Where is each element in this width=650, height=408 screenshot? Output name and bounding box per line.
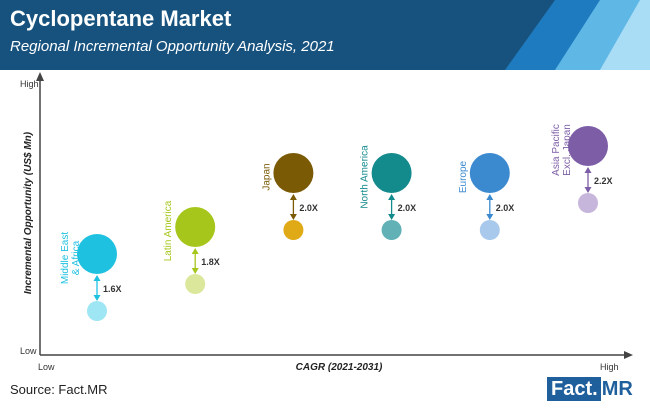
multiplier-label: 1.6X [103, 284, 122, 294]
bubble-europe-base [479, 220, 500, 240]
page-subtitle: Regional Incremental Opportunity Analysi… [10, 38, 335, 55]
growth-arrow-head-up [486, 194, 494, 200]
bubble-japan-base [283, 220, 304, 240]
y-axis-arrow [36, 72, 44, 81]
region-label: North America [360, 145, 371, 209]
region-label: Latin America [163, 200, 174, 261]
bubble-latin-america [175, 207, 216, 247]
growth-arrow-head-down [289, 214, 297, 220]
page-title: Cyclopentane Market [10, 6, 232, 31]
y-axis-label: Incremental Opportunity (US$ Mn) [23, 131, 34, 294]
logo-suffix: MR [601, 377, 633, 400]
bubble-north-america-base [381, 220, 402, 240]
chart-axes: High Low Low High CAGR (2021-2031) Incre… [20, 72, 633, 373]
header-banner: Cyclopentane Market Regional Incremental… [0, 0, 650, 70]
growth-arrow-head-up [289, 194, 297, 200]
y-tick-high: High [20, 79, 39, 89]
bubble-asia-pacific-excl-japan-base [578, 193, 598, 213]
region-label: Asia PacificExcl. Japan [551, 124, 573, 176]
region-label: Japan [261, 163, 272, 190]
bubble-layer: 1.6X Middle East& Africa 1.8X Latin America… [60, 124, 613, 321]
y-tick-low: Low [20, 346, 37, 356]
factmr-logo: Fact. MR [547, 377, 633, 401]
bubble-asia-pacific-excl-japan [568, 126, 608, 166]
growth-arrow-head-up [584, 167, 592, 173]
logo-main: Fact. [547, 377, 601, 401]
bubble-europe [469, 153, 510, 193]
bubble-middle-east-africa-base [87, 301, 107, 321]
bubble-north-america [371, 153, 412, 193]
growth-arrow-head-up [191, 248, 199, 254]
multiplier-label: 2.0X [398, 203, 417, 213]
growth-arrow-head-up [388, 194, 396, 200]
bubble-chart: High Low Low High CAGR (2021-2031) Incre… [20, 72, 633, 373]
region-label: Europe [458, 160, 469, 193]
multiplier-label: 1.8X [201, 257, 220, 267]
growth-arrow-head-up [93, 275, 101, 281]
bubble-middle-east-africa [77, 234, 117, 274]
x-axis-label: CAGR (2021-2031) [296, 362, 383, 373]
multiplier-label: 2.2X [594, 176, 613, 186]
x-axis-arrow [624, 351, 633, 359]
source-note: Source: Fact.MR [10, 382, 108, 397]
growth-arrow-head-down [388, 214, 396, 220]
bubble-latin-america-base [185, 274, 206, 294]
x-tick-low: Low [38, 362, 55, 372]
growth-arrow-head-down [584, 187, 592, 193]
region-label: Middle East& Africa [60, 232, 82, 284]
growth-arrow-head-down [93, 295, 101, 301]
growth-arrow-head-down [486, 214, 494, 220]
multiplier-label: 2.0X [496, 203, 515, 213]
x-tick-high: High [600, 362, 619, 372]
growth-arrow-head-down [191, 268, 199, 274]
bubble-japan [273, 153, 314, 193]
multiplier-label: 2.0X [299, 203, 318, 213]
